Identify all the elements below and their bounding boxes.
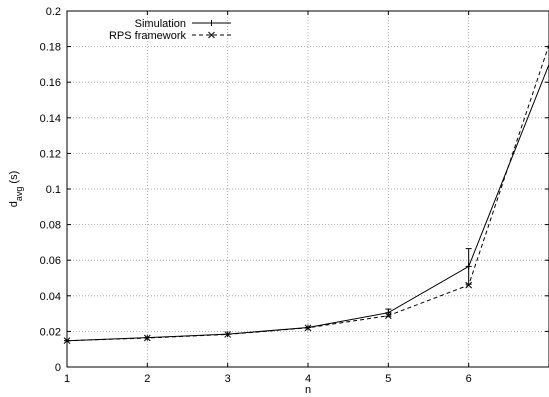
legend: Simulation RPS framework (109, 18, 231, 42)
x-tick-label: 3 (225, 373, 231, 385)
y-axis-title-subscript: avg (14, 187, 24, 202)
x-tick-label: 5 (385, 373, 391, 385)
data-point-simulation (465, 263, 472, 270)
data-point-rps-framework (304, 324, 312, 332)
x-tick-label: 1 (64, 373, 70, 385)
data-point-rps-framework (224, 331, 232, 338)
legend-label-rps-framework: RPS framework (109, 30, 187, 42)
series-simulation (64, 64, 549, 344)
y-axis-title-unit: (s) (8, 171, 20, 187)
data-point-rps-framework (465, 281, 473, 289)
series-layer (63, 44, 549, 345)
y-tick-label: 0.06 (40, 255, 61, 267)
x-tick-label: 6 (466, 373, 472, 385)
y-tick-label: 0.08 (40, 220, 61, 232)
x-axis-title: n (305, 384, 311, 396)
data-point-rps-framework (143, 334, 151, 342)
grid-lines (67, 11, 549, 367)
y-axis-title: davg (s) (8, 171, 24, 208)
legend-marker-simulation (208, 20, 215, 26)
y-axis-title-main: d (8, 201, 20, 207)
x-tick-label: 2 (144, 373, 150, 385)
legend-marker-rps-framework (208, 31, 215, 39)
axis-ticks: 0 0.02 0.04 0.06 0.08 0.1 0.12 0.14 0.16 0.18 0.2 1… (40, 6, 549, 385)
y-tick-label: 0.02 (40, 326, 61, 338)
legend-label-simulation: Simulation (135, 18, 186, 30)
y-tick-label: 0.1 (46, 184, 61, 196)
data-point-rps-framework (63, 337, 71, 345)
y-tick-label: 0.16 (40, 77, 61, 89)
data-point-rps-framework (384, 312, 392, 320)
y-tick-label: 0.18 (40, 42, 61, 54)
y-tick-label: 0.12 (40, 148, 61, 160)
y-tick-label: 0.2 (46, 6, 61, 18)
x-tick-label: 4 (305, 373, 311, 385)
y-tick-label: 0.14 (40, 113, 61, 125)
data-point-simulation (385, 309, 392, 316)
y-tick-label: 0 (55, 362, 61, 374)
series-rps-framework (63, 44, 549, 345)
y-tick-label: 0.04 (40, 291, 61, 303)
